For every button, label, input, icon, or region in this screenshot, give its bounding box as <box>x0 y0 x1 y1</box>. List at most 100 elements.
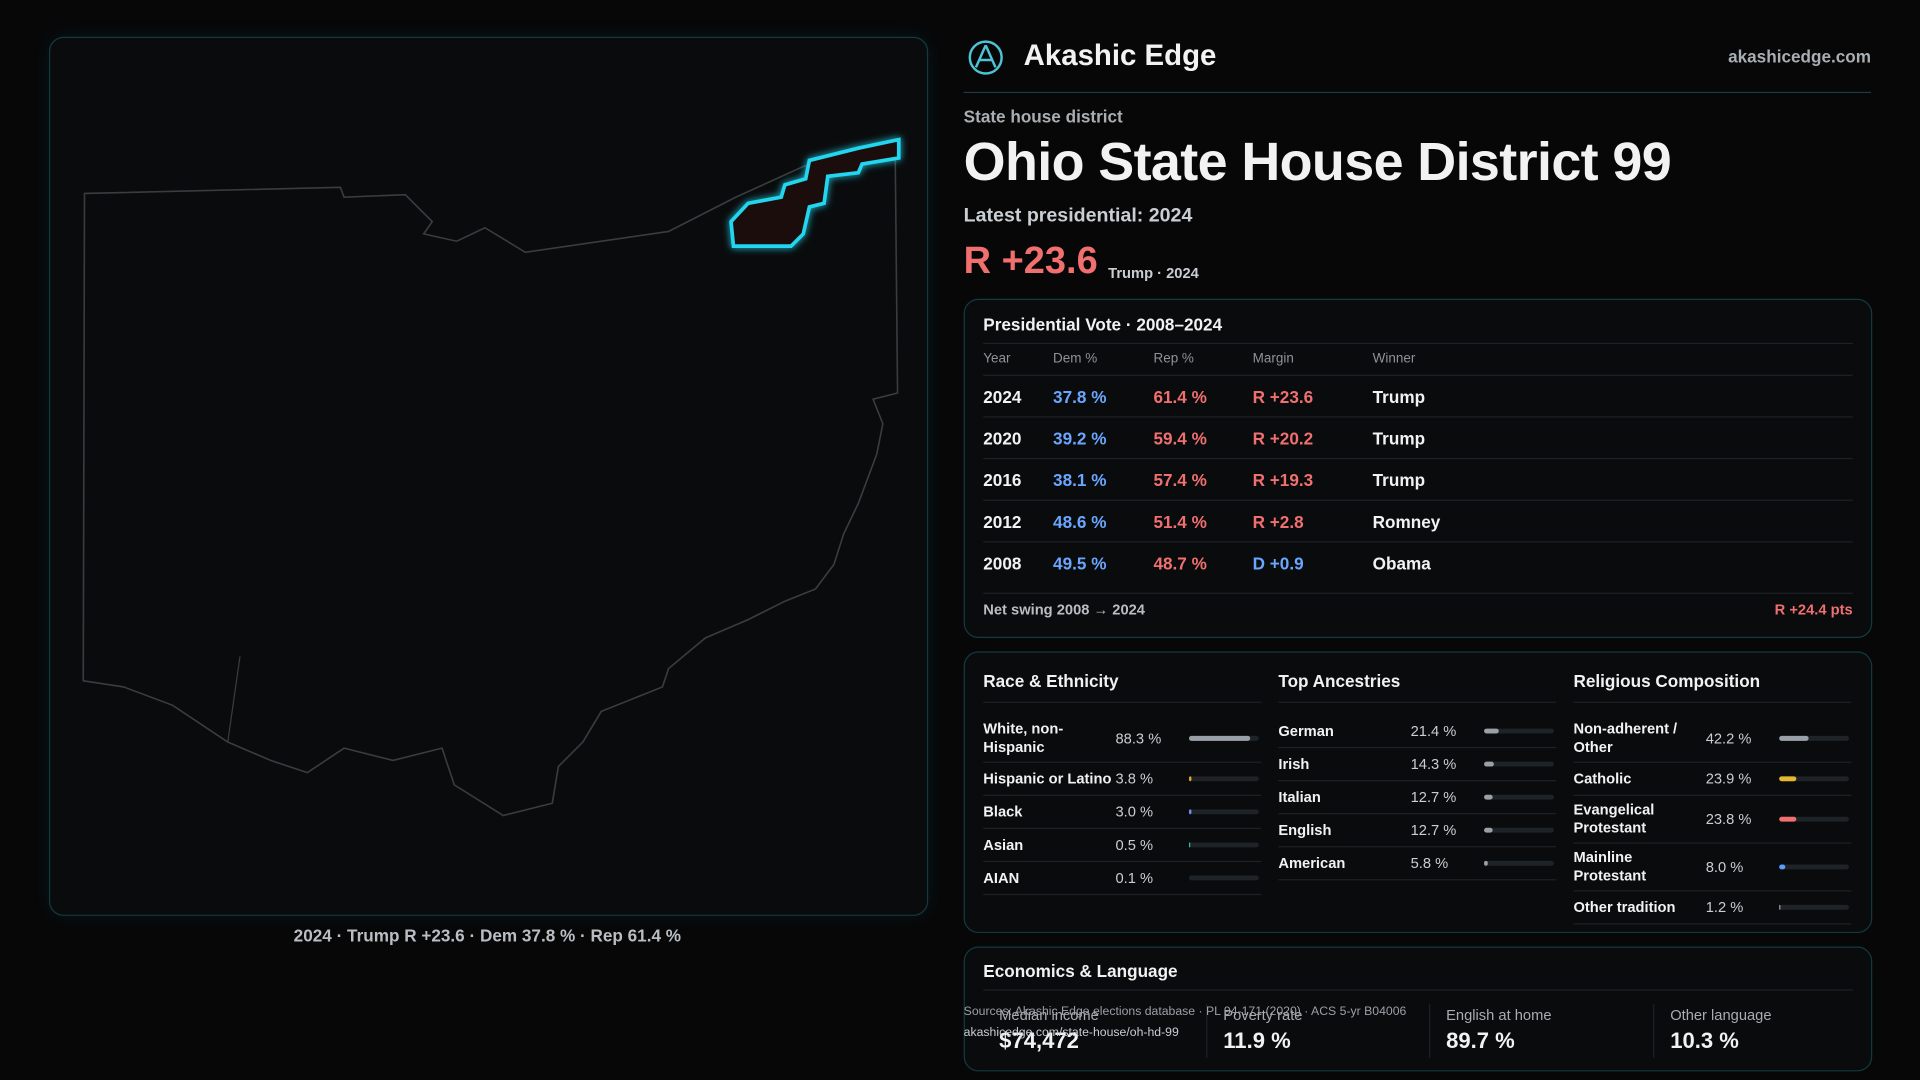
column-header: Year <box>983 351 1011 367</box>
column-title: Religious Composition <box>1573 671 1852 703</box>
row-value: 1.2 % <box>1705 898 1744 916</box>
table-cell: 2024 <box>983 386 1022 407</box>
bar <box>1484 860 1489 866</box>
table-cell: Trump <box>1372 470 1426 490</box>
demographic-row: Italian 12.7 % <box>1278 781 1557 815</box>
row-value: 5.8 % <box>1410 854 1449 872</box>
table-cell: 49.5 % <box>1053 553 1107 574</box>
table-cell: 48.7 % <box>1153 553 1207 574</box>
bar-track <box>1484 728 1554 734</box>
table-cell: Trump <box>1372 428 1426 449</box>
site-link[interactable]: akashicedge.com <box>1728 46 1872 67</box>
demographic-row: White, non-Hispanic 88.3 % <box>983 715 1262 763</box>
district-outline <box>729 137 901 248</box>
bar-track <box>1188 842 1259 848</box>
stat: Other language 10.3 % <box>1670 1007 1771 1055</box>
divider <box>983 592 1853 594</box>
column-header: Winner <box>1372 351 1416 367</box>
table-cell: Obama <box>1372 553 1431 574</box>
row-value: 3.8 % <box>1115 770 1154 788</box>
row-value: 12.7 % <box>1410 788 1457 806</box>
stat-value: 89.7 % <box>1446 1028 1515 1054</box>
row-value: 42.2 % <box>1705 729 1752 747</box>
row-value: 12.7 % <box>1410 821 1457 839</box>
table-cell: 2012 <box>983 511 1022 532</box>
bar <box>1779 904 1781 910</box>
demographic-row: AIAN 0.1 % <box>983 862 1262 896</box>
stat: Median income $74,472 <box>999 1007 1099 1055</box>
bar <box>1188 809 1192 815</box>
table-cell: 59.4 % <box>1153 428 1207 449</box>
demographics-panel: Race & Ethnicity White, non-Hispanic 88.3 … <box>963 651 1873 934</box>
panel-title: Presidential Vote · 2008–2024 <box>983 314 1223 335</box>
map <box>82 137 901 817</box>
row-label: English <box>1278 821 1332 839</box>
column-header: Dem % <box>1053 351 1098 367</box>
panel-title: Economics & Language <box>983 961 1178 981</box>
table-cell: 61.4 % <box>1153 386 1207 407</box>
divider <box>1206 1004 1208 1058</box>
table-cell: 48.6 % <box>1053 511 1107 532</box>
row-label: American <box>1278 854 1346 872</box>
sources: Sources: Akashic Edge elections database… <box>963 1005 1407 1019</box>
table-cell: 39.2 % <box>1053 428 1107 449</box>
row-value: 23.9 % <box>1705 770 1752 788</box>
bar-track <box>1484 860 1554 866</box>
column-title: Top Ancestries <box>1278 671 1557 703</box>
row-label: Evangelical Protestant <box>1573 800 1655 837</box>
row-value: 8.0 % <box>1705 858 1744 876</box>
row-value: 21.4 % <box>1410 722 1457 740</box>
table-cell: 37.8 % <box>1053 386 1107 407</box>
bar <box>1484 728 1500 734</box>
stat-label: Other language <box>1670 1006 1772 1024</box>
footer-label: Net swing 2008 → 2024 <box>983 601 1145 619</box>
bar-track <box>1188 875 1259 881</box>
table-cell: R +23.6 <box>1252 386 1314 407</box>
demographic-column: Religious Composition Non-adherent / Othe… <box>1573 671 1852 925</box>
demographic-row: German 21.4 % <box>1278 715 1557 749</box>
bar <box>1484 827 1493 833</box>
economics-panel: Economics & Language Median income $74,47… <box>963 946 1873 1072</box>
demographic-column: Race & Ethnicity White, non-Hispanic 88.3 … <box>983 671 1262 896</box>
footer-value: R +24.4 pts <box>1774 601 1853 619</box>
presidential-panel: Presidential Vote · 2008–2024 Net swing … <box>963 298 1873 638</box>
bar-track <box>1779 904 1849 910</box>
table-cell: 57.4 % <box>1153 470 1207 490</box>
divider <box>983 989 1853 991</box>
brand: Akashic Edge <box>1023 39 1217 73</box>
bar <box>1779 735 1809 741</box>
divider <box>1428 1004 1431 1058</box>
kicker: State house district <box>963 106 1123 127</box>
table-cell: 2020 <box>983 428 1022 449</box>
demographic-row: Non-adherent / Other 42.2 % <box>1573 715 1852 763</box>
row-label: Irish <box>1278 754 1310 773</box>
margin-note: Trump · 2024 <box>1108 264 1199 282</box>
demographic-row: English 12.7 % <box>1278 814 1557 848</box>
table-row: 2016 38.1 % 57.4 % R +19.3 Trump <box>983 457 1853 501</box>
district-title: Ohio State House District 99 <box>963 132 1672 193</box>
table-cell: Trump <box>1372 386 1426 407</box>
bar <box>1779 816 1796 822</box>
bar-track <box>1188 735 1259 741</box>
row-label: German <box>1278 721 1334 739</box>
bar <box>1484 761 1495 767</box>
stat: English at home 89.7 % <box>1446 1007 1551 1055</box>
row-value: 0.5 % <box>1115 836 1154 854</box>
row-label: White, non-Hispanic <box>983 720 1064 756</box>
bar <box>1779 864 1785 870</box>
row-label: AIAN <box>983 868 1020 886</box>
row-label: Black <box>983 802 1023 820</box>
source-link[interactable]: akashicedge.com/state-house/oh-hd-99 <box>963 1026 1179 1040</box>
divider <box>983 342 1853 345</box>
table-cell: 51.4 % <box>1153 511 1207 532</box>
row-value: 14.3 % <box>1410 755 1457 773</box>
table-cell: R +19.3 <box>1252 470 1314 490</box>
stat-label: Median income <box>999 1006 1099 1024</box>
bar-track <box>1779 776 1849 782</box>
table-cell: D +0.9 <box>1252 553 1304 574</box>
table-cell: 2016 <box>983 470 1022 490</box>
row-label: Italian <box>1278 787 1321 806</box>
map-caption: 2024 · Trump R +23.6 · Dem 37.8 % · Rep … <box>293 925 682 946</box>
bar-track <box>1779 735 1849 741</box>
